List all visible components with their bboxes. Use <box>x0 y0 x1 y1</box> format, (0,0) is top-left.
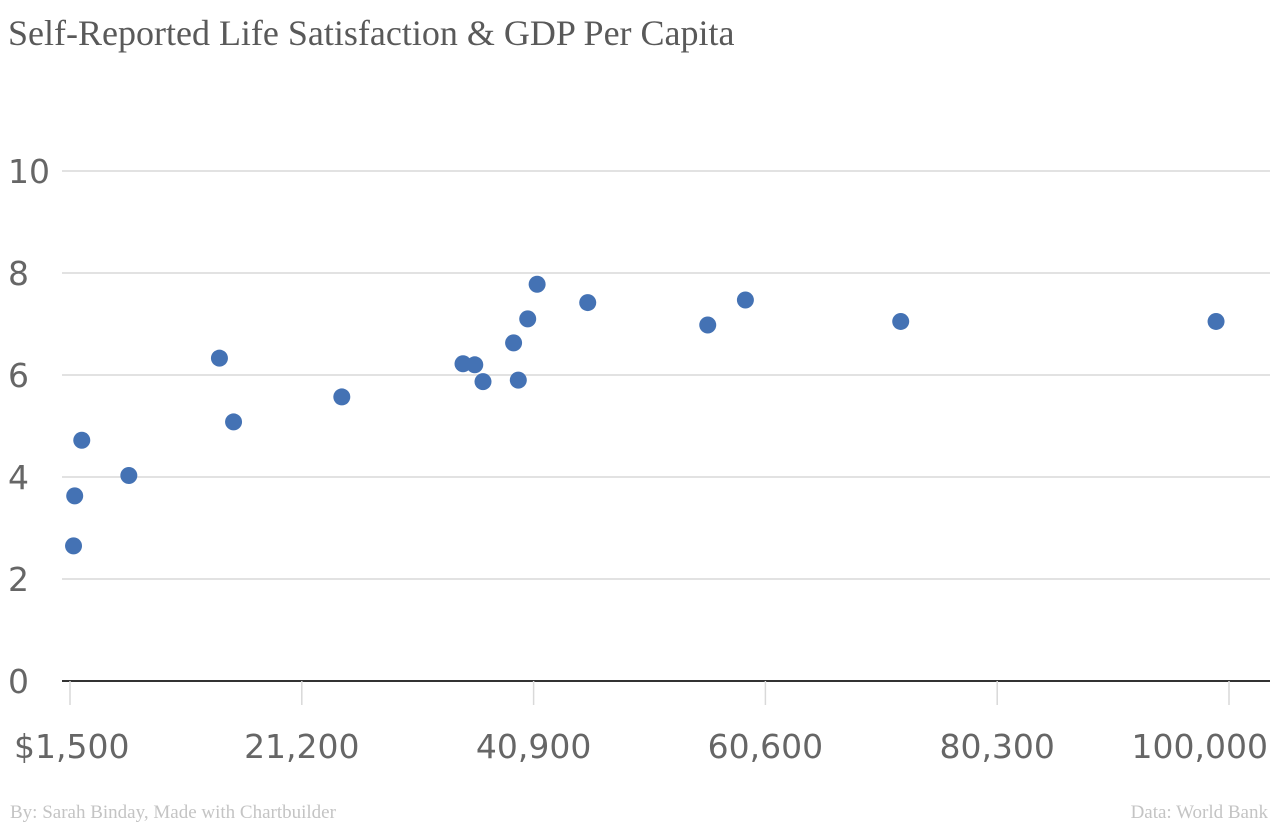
data-point <box>210 349 228 367</box>
x-tick-label: 100,000 <box>1132 727 1268 766</box>
data-point <box>736 291 754 309</box>
data-point <box>892 312 910 330</box>
data-point <box>225 413 243 431</box>
data-point <box>474 373 492 391</box>
scatter-chart: 0 2 4 6 8 10 $1,500 21,200 40,900 60,600 80,300 10… <box>8 152 1270 766</box>
x-axis-ticks <box>69 681 1230 705</box>
data-point <box>466 356 484 374</box>
x-tick-label: 60,600 <box>708 727 823 766</box>
data-point <box>528 275 546 293</box>
data-point <box>65 537 83 555</box>
data-point <box>699 316 717 334</box>
data-point <box>509 371 527 389</box>
x-axis-labels: $1,500 21,200 40,900 60,600 80,300 100,000 <box>14 727 1268 766</box>
x-tick-label: 40,900 <box>476 727 591 766</box>
author-credit: By: Sarah Binday, Made with Chartbuilder <box>10 802 336 823</box>
data-source: Data: World Bank <box>1130 802 1268 823</box>
y-tick-label: 4 <box>8 458 29 497</box>
y-axis-labels: 0 2 4 6 8 10 <box>8 152 50 701</box>
y-tick-label: 8 <box>8 254 29 293</box>
y-tick-label: 2 <box>8 560 29 599</box>
data-points <box>65 275 1225 555</box>
data-point <box>505 334 523 352</box>
data-point <box>519 310 537 328</box>
y-tick-label: 10 <box>8 152 50 191</box>
x-tick-label: $1,500 <box>14 727 129 766</box>
y-tick-label: 0 <box>8 662 29 701</box>
data-point <box>73 431 91 449</box>
y-tick-label: 6 <box>8 356 29 395</box>
data-point <box>120 466 138 484</box>
data-point <box>66 487 84 505</box>
data-point <box>1207 312 1225 330</box>
data-point <box>579 294 597 312</box>
data-point <box>333 388 351 406</box>
x-tick-label: 21,200 <box>244 727 359 766</box>
gridlines <box>62 170 1270 682</box>
chart-title: Self-Reported Life Satisfaction & GDP Pe… <box>8 13 735 53</box>
x-tick-label: 80,300 <box>939 727 1054 766</box>
